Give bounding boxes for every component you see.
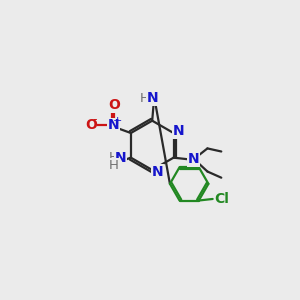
Text: N: N <box>146 92 158 105</box>
Text: N: N <box>152 164 164 178</box>
Text: N: N <box>188 152 200 166</box>
Text: H: H <box>109 159 119 172</box>
Text: +: + <box>113 116 122 127</box>
Text: -: - <box>92 113 97 126</box>
Text: O: O <box>108 98 120 112</box>
Text: N: N <box>173 124 185 139</box>
Text: Cl: Cl <box>214 192 229 206</box>
Text: O: O <box>85 118 97 132</box>
Text: H: H <box>109 151 119 164</box>
Text: H: H <box>140 92 149 105</box>
Text: N: N <box>114 151 126 165</box>
Text: N: N <box>108 118 120 132</box>
